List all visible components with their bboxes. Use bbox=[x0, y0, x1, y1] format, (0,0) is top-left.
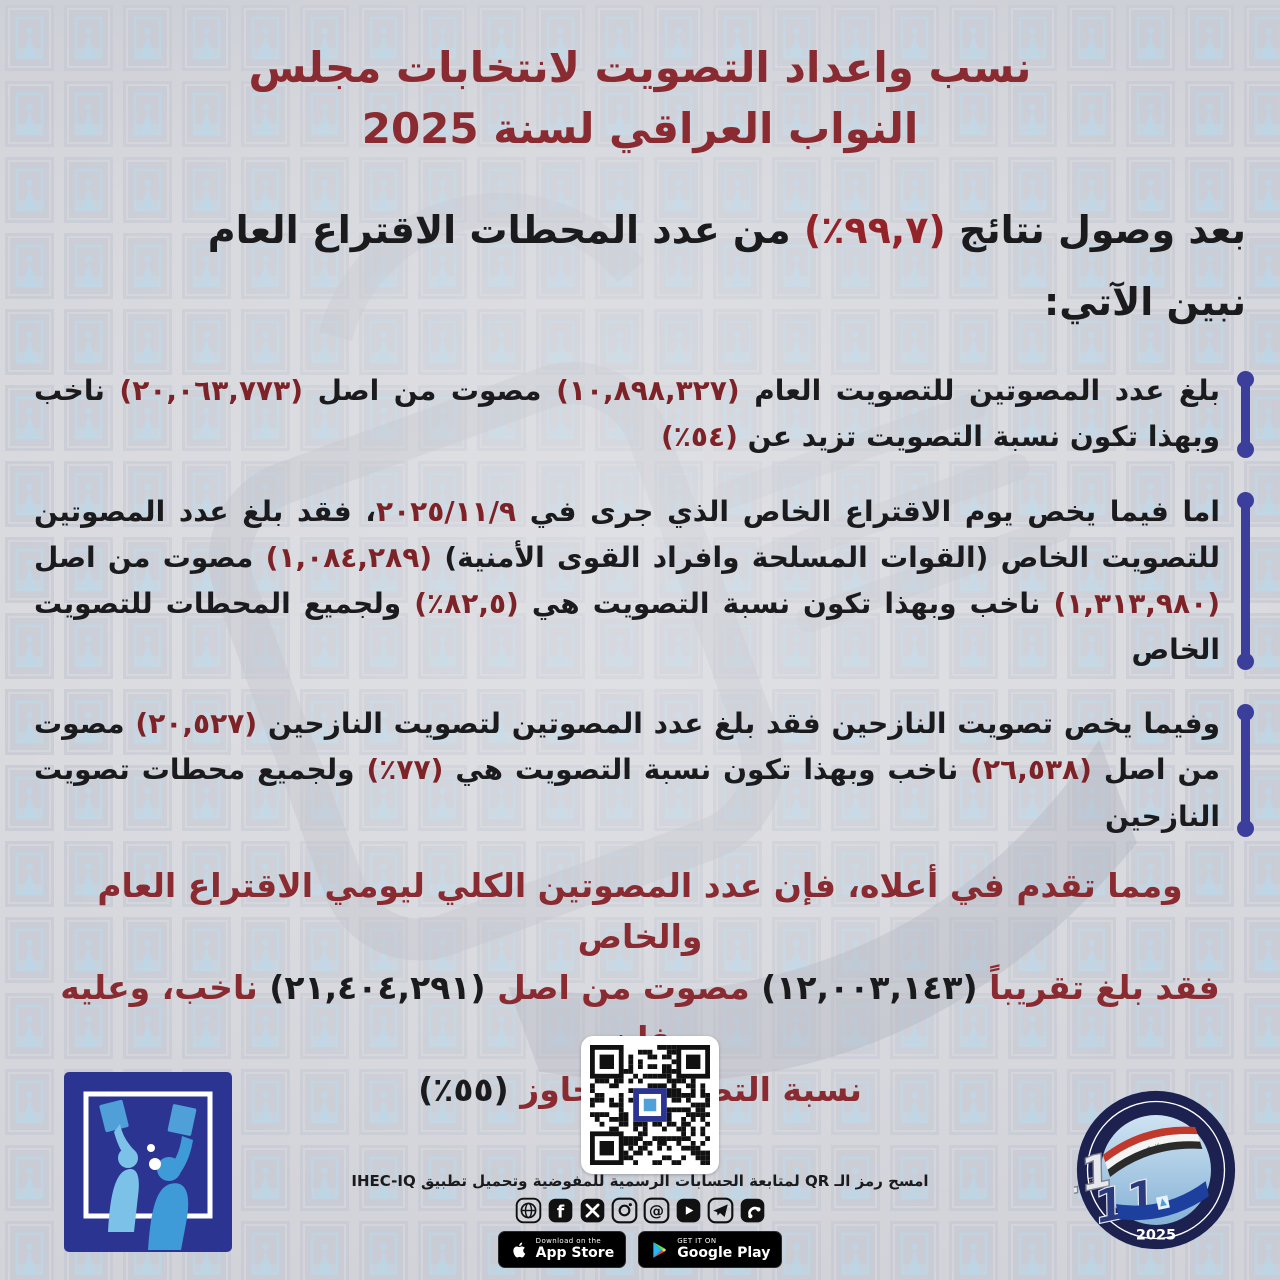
social-icons-row: f @ bbox=[0, 1197, 1280, 1224]
bullet-list: بلغ عدد المصوتين للتصويت العام (١٠,٨٩٨,٣… bbox=[34, 368, 1254, 840]
qr-caption: امسح رمز الـ QR لمتابعة الحسابات الرسمية… bbox=[351, 1172, 929, 1190]
globe-icon[interactable] bbox=[515, 1197, 542, 1224]
text-segment: ومما تقدم في أعلاه، فإن عدد المصوتين الك… bbox=[97, 865, 1183, 956]
bullet-accent-bar bbox=[1237, 491, 1254, 671]
text-segment: مصوت من اصل bbox=[303, 374, 557, 408]
badge-small-text: Download on the bbox=[535, 1237, 602, 1246]
youtube-icon[interactable] bbox=[675, 1197, 702, 1224]
x-icon[interactable] bbox=[579, 1197, 606, 1224]
text-segment: (٪٥٤) bbox=[661, 420, 738, 454]
text-segment: بعد وصول نتائج bbox=[945, 207, 1246, 252]
bullet-text: بلغ عدد المصوتين للتصويت العام (١٠,٨٩٨,٣… bbox=[34, 374, 1220, 453]
title-line-1: نسب واعداد التصويت لانتخابات مجلس bbox=[248, 43, 1032, 92]
bullet-accent-bar bbox=[1237, 371, 1254, 458]
telegram-icon[interactable] bbox=[707, 1197, 734, 1224]
text-segment: (٪٨٢,٥) bbox=[414, 586, 519, 620]
text-segment: فقد بلغ تقريباً bbox=[977, 968, 1220, 1008]
text-segment: بلغ عدد المصوتين للتصويت العام bbox=[739, 374, 1220, 408]
intro-paragraph: بعد وصول نتائج (٪٩٩,٧) من عدد المحطات ال… bbox=[34, 194, 1246, 338]
svg-text:11: 11 bbox=[1089, 1168, 1163, 1234]
conclusion-paragraph: ومما تقدم في أعلاه، فإن عدد المصوتين الك… bbox=[40, 860, 1240, 1116]
iraq-flag-ribbon: الله اكبر bbox=[1102, 1126, 1203, 1177]
text-segment: (٢٦,٥٣٨) bbox=[970, 753, 1092, 787]
text-segment: (٪٧٧) bbox=[366, 753, 444, 787]
qr-code bbox=[581, 1036, 719, 1174]
text-segment: ناخب وبهذا تكون نسبة التصويت تزيد عن bbox=[34, 374, 1220, 454]
apple-icon bbox=[513, 1242, 525, 1257]
text-segment: (٪٩٩,٧) bbox=[803, 207, 946, 252]
play-icon bbox=[653, 1241, 667, 1258]
bullet-text: وفيما يخص تصويت النازحين فقد بلغ عدد الم… bbox=[34, 707, 1220, 832]
text-segment: ولجميع محطات تصويت النازحين bbox=[34, 753, 1220, 833]
bullet-idp-voting: وفيما يخص تصويت النازحين فقد بلغ عدد الم… bbox=[34, 701, 1254, 840]
text-segment: مصوت من اصل bbox=[34, 707, 1220, 787]
text-segment: (١,٠٨٤,٢٨٩) bbox=[265, 540, 433, 574]
text-segment: (١,٣١٣,٩٨٠) bbox=[1053, 586, 1220, 620]
seal-artwork: 11 الله اكبر 11 bbox=[1074, 1126, 1209, 1235]
text-segment: اما فيما يخص يوم الاقتراع الخاص الذي جرى… bbox=[516, 494, 1220, 528]
text-segment: نبين الآتي: bbox=[1044, 279, 1246, 324]
text-segment: ٢٠٢٥/١١/٩ bbox=[375, 494, 517, 528]
title-line-2: النواب العراقي لسنة 2025 bbox=[361, 103, 919, 153]
google-play-badge[interactable]: GET IT ON Google Play bbox=[638, 1231, 783, 1268]
text-segment: وفيما يخص تصويت النازحين فقد بلغ عدد الم… bbox=[257, 707, 1220, 741]
text-segment: (١٢,٠٠٣,١٤٣) bbox=[761, 968, 978, 1008]
svg-text:f: f bbox=[556, 1201, 564, 1221]
seal-year: 2025 bbox=[1136, 1227, 1176, 1243]
badge-big-text: App Store bbox=[535, 1245, 615, 1262]
text-segment: (٢١,٤٠٤,٢٩١) bbox=[269, 968, 486, 1008]
text-segment: مصوت من اصل bbox=[34, 540, 266, 574]
text-segment: ناخب وبهذا تكون نسبة التصويت هي bbox=[443, 753, 971, 787]
text-segment: ، فقد بلغ عدد المصوتين للتصويت الخاص (ال… bbox=[34, 494, 1220, 574]
facebook-icon[interactable]: f bbox=[547, 1197, 574, 1224]
store-badges: Download on the App Store GET IT ON Goog… bbox=[0, 1231, 1280, 1268]
bullet-general-voting: بلغ عدد المصوتين للتصويت العام (١٠,٨٩٨,٣… bbox=[34, 368, 1254, 460]
page-title: نسب واعداد التصويت لانتخابات مجلس النواب… bbox=[30, 38, 1250, 160]
text-segment: ناخب وبهذا تكون نسبة التصويت هي bbox=[518, 586, 1054, 620]
bullet-accent-bar bbox=[1237, 704, 1254, 837]
text-segment: (٪٥٥) bbox=[418, 1070, 509, 1110]
threads-icon[interactable]: @ bbox=[643, 1197, 670, 1224]
instagram-icon[interactable] bbox=[611, 1197, 638, 1224]
bullet-text: اما فيما يخص يوم الاقتراع الخاص الذي جرى… bbox=[34, 495, 1220, 667]
bullet-special-voting: اما فيما يخص يوم الاقتراع الخاص الذي جرى… bbox=[34, 489, 1254, 674]
election-2025-seal: انتخابات مجلس النواب العراقي - هەڵبژاردن… bbox=[1074, 1090, 1236, 1250]
badge-small-text: GET IT ON bbox=[677, 1237, 717, 1246]
svg-text:@: @ bbox=[648, 1202, 663, 1220]
text-segment: من عدد المحطات الاقتراع العام bbox=[207, 207, 804, 252]
text-segment: ولجميع المحطات للتصويت الخاص bbox=[34, 586, 1220, 667]
text-segment: (٢٠,٥٢٧) bbox=[135, 707, 258, 741]
text-segment: (١٠,٨٩٨,٣٢٧) bbox=[556, 374, 740, 408]
badge-big-text: Google Play bbox=[677, 1245, 771, 1262]
app-store-badge[interactable]: Download on the App Store bbox=[497, 1231, 627, 1268]
text-segment: (٢٠,٠٦٣,٧٧٣) bbox=[119, 374, 304, 408]
text-segment: مصوت من اصل bbox=[485, 968, 762, 1008]
ihec-logo bbox=[64, 1072, 232, 1252]
phone-icon[interactable] bbox=[739, 1197, 766, 1224]
qr-pattern bbox=[590, 1045, 710, 1165]
